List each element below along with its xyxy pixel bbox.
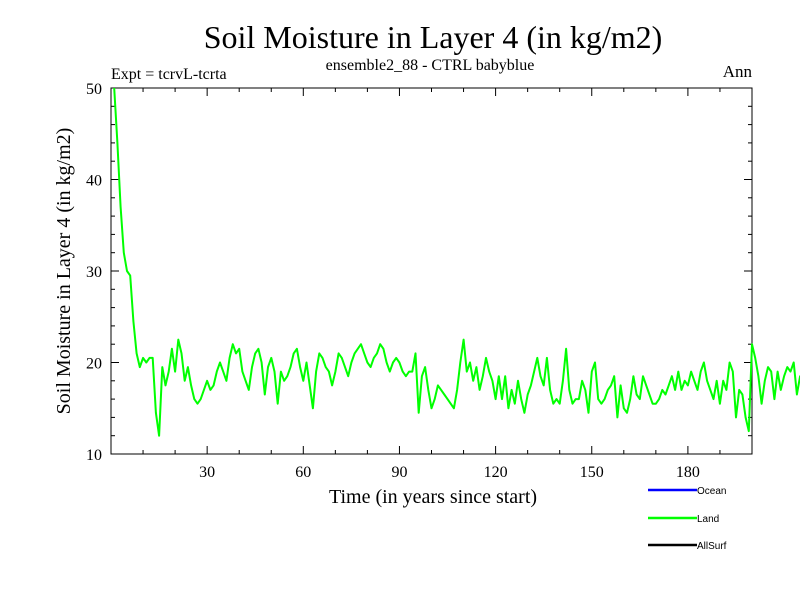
x-tick-label: 90	[391, 464, 407, 481]
y-tick-label: 50	[86, 81, 102, 98]
legend-label-ocean: Ocean	[697, 486, 726, 497]
chart-subtitle: ensemble2_88 - CTRL babyblue	[326, 57, 535, 74]
y-tick-label: 40	[86, 173, 102, 190]
x-tick-label: 180	[676, 464, 700, 481]
x-axis-label: Time (in years since start)	[329, 486, 537, 508]
x-tick-label: 60	[295, 464, 311, 481]
x-tick-label: 30	[199, 464, 215, 481]
legend: Ocean Land AllSurf	[648, 486, 727, 552]
season-label: Ann	[723, 62, 753, 81]
legend-label-allsurf: AllSurf	[697, 541, 727, 552]
legend-label-land: Land	[697, 514, 719, 525]
y-tick-label: 20	[86, 356, 102, 373]
plot-area: 30 60 90 120 150 180 10 20 30 40 50	[86, 81, 800, 481]
x-tick-label: 150	[580, 464, 604, 481]
experiment-label: Expt = tcrvL-tcrta	[111, 66, 227, 83]
chart-title: Soil Moisture in Layer 4 (in kg/m2)	[204, 19, 663, 55]
x-tick-label: 120	[484, 464, 508, 481]
y-tick-label: 10	[86, 447, 102, 464]
series-line-land	[113, 87, 800, 437]
y-axis-label: Soil Moisture in Layer 4 (in kg/m2)	[53, 128, 75, 415]
y-tick-label: 30	[86, 264, 102, 281]
plot-frame	[110, 87, 753, 455]
